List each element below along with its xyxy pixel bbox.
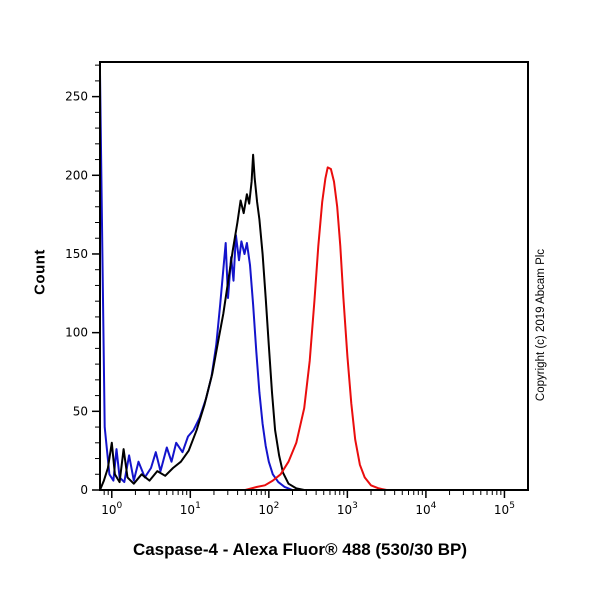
- y-axis-ticks: [92, 64, 99, 491]
- y-axis-tick-labels: 0 50 100 150 200 250: [65, 90, 88, 497]
- x-axis-title: Caspase-4 - Alexa Fluor® 488 (530/30 BP): [132, 540, 468, 559]
- svg-text:102: 102: [258, 501, 279, 517]
- x-axis-ticks: [103, 491, 506, 498]
- svg-text:100: 100: [101, 501, 122, 517]
- svg-text:105: 105: [494, 501, 515, 517]
- svg-text:0: 0: [80, 483, 88, 497]
- svg-text:101: 101: [180, 501, 201, 517]
- svg-text:104: 104: [415, 501, 436, 517]
- blue-histogram-control-curve: [100, 72, 528, 490]
- plot-border: [99, 61, 529, 491]
- black-histogram-curve: [100, 153, 528, 490]
- svg-text:103: 103: [337, 501, 358, 517]
- red-histogram-caspase4-curve: [100, 166, 528, 490]
- svg-text:150: 150: [65, 247, 88, 261]
- svg-text:200: 200: [65, 168, 88, 182]
- x-axis-tick-labels: 100 101 102 103 104 105: [101, 501, 515, 517]
- svg-text:100: 100: [65, 326, 88, 340]
- copyright-notice: Copyright (c) 2019 Abcam Plc: [535, 248, 547, 402]
- svg-text:50: 50: [73, 404, 88, 418]
- y-axis-title: Count: [31, 249, 49, 295]
- svg-text:250: 250: [65, 90, 88, 104]
